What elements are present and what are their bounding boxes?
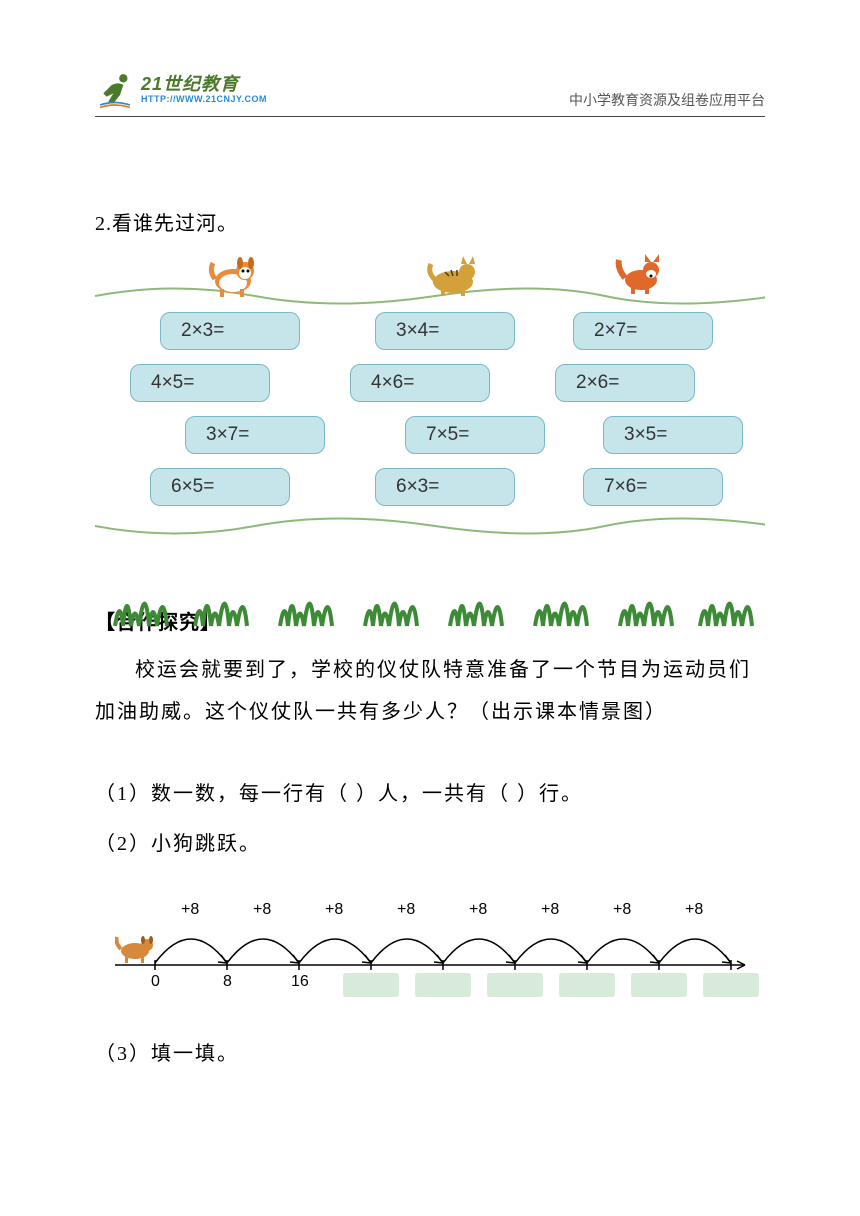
blank-box: [559, 973, 615, 997]
math-problem: 7×6=: [583, 468, 723, 506]
logo-runner-icon: [95, 70, 135, 110]
jump-label: +8: [469, 901, 487, 919]
logo-url: HTTP://WWW.21CNJY.COM: [141, 95, 267, 105]
scenario-paragraph: 校运会就要到了，学校的仪仗队特意准备了一个节目为运动员们加油助威。这个仪仗队一共…: [95, 649, 765, 733]
math-problem: 3×4=: [375, 312, 515, 350]
math-problem: 6×5=: [150, 468, 290, 506]
blank-box: [415, 973, 471, 997]
page-header: 21世纪教育 HTTP://WWW.21CNJY.COM 中小学教育资源及组卷应…: [95, 70, 765, 117]
jump-label: +8: [685, 901, 703, 919]
math-problem: 2×6=: [555, 364, 695, 402]
blank-box: [487, 973, 543, 997]
cat-icon: [425, 254, 481, 298]
math-problem: 3×5=: [603, 416, 743, 454]
numline-value: 8: [223, 973, 232, 991]
jump-label: +8: [613, 901, 631, 919]
jump-label: +8: [181, 901, 199, 919]
dog-icon: [205, 251, 261, 299]
math-problem: 7×5=: [405, 416, 545, 454]
sub-item-1: （1）数一数，每一行有（ ）人，一共有（ ）行。: [95, 773, 765, 815]
blank-box: [703, 973, 759, 997]
header-platform-text: 中小学教育资源及组卷应用平台: [569, 90, 765, 110]
math-problem: 6×3=: [375, 468, 515, 506]
math-problem: 4×5=: [130, 364, 270, 402]
blank-box: [631, 973, 687, 997]
river-crossing-diagram: 2×3= 3×4= 2×7= 4×5= 4×6= 2×6= 3×7= 7×5= …: [95, 246, 765, 576]
numline-value: 16: [291, 973, 309, 991]
math-problem: 2×3=: [160, 312, 300, 350]
jump-label: +8: [253, 901, 271, 919]
math-problem: 2×7=: [573, 312, 713, 350]
dog-small-icon: [117, 936, 154, 963]
math-problem: 3×7=: [185, 416, 325, 454]
numline-start: 0: [151, 973, 160, 991]
jump-label: +8: [397, 901, 415, 919]
numberline-diagram: +8 +8 +8 +8 +8 +8 +8 +8 0 8 16: [115, 885, 755, 1005]
math-problem: 4×6=: [350, 364, 490, 402]
blank-box: [343, 973, 399, 997]
jump-label: +8: [541, 901, 559, 919]
question-title: 2.看谁先过河。: [95, 207, 765, 236]
fox-icon: [615, 252, 667, 296]
logo-main-text: 21世纪教育: [141, 75, 267, 95]
logo: 21世纪教育 HTTP://WWW.21CNJY.COM: [95, 70, 267, 110]
sub-item-2: （2）小狗跳跃。: [95, 823, 765, 865]
jump-label: +8: [325, 901, 343, 919]
sub-item-3: （3）填一填。: [95, 1033, 765, 1075]
